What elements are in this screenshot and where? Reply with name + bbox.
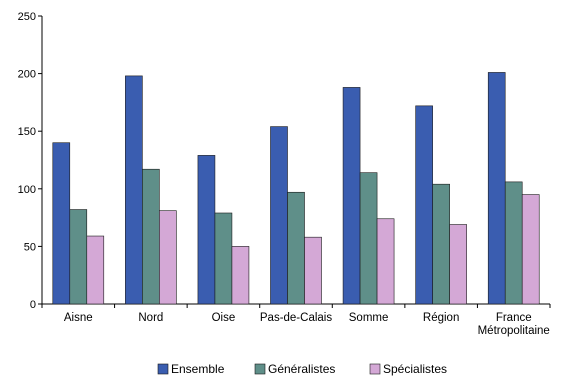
bar-ensemble-pas-de-calais xyxy=(270,126,288,305)
bar-ensemble-region xyxy=(415,105,433,305)
bar-specialistes-france-metropolitaine xyxy=(521,194,540,305)
bar-specialistes-nord xyxy=(159,210,177,305)
bars xyxy=(52,72,540,305)
bar-specialistes-somme xyxy=(376,218,395,305)
x-tick-label-oise: Oise xyxy=(212,312,236,324)
y-tick-label: 100 xyxy=(18,184,36,196)
legend-swatch-specialistes xyxy=(369,363,381,375)
legend-swatch-ensemble xyxy=(157,363,169,375)
x-tick-label-somme: Somme xyxy=(349,312,389,324)
bar-generalistes-nord xyxy=(142,168,160,305)
y-tick-label: 150 xyxy=(18,126,36,138)
x-tick-label-nord: Nord xyxy=(138,312,163,324)
x-axis: Aisne Nord Oise Pas-de-Calais Somme Région Fra… xyxy=(41,303,551,337)
y-tick-label: 250 xyxy=(18,11,36,23)
bar-ensemble-somme xyxy=(342,87,361,305)
legend-swatch-generalistes xyxy=(254,363,266,375)
bar-specialistes-pas-de-calais xyxy=(304,236,322,305)
bar-ensemble-nord xyxy=(125,75,143,305)
bar-ensemble-oise xyxy=(197,155,216,305)
legend: Ensemble Généralistes Spécialistes xyxy=(157,362,447,376)
bar-specialistes-aisne xyxy=(86,235,105,305)
y-axis: 0 50 100 150 200 250 xyxy=(18,11,43,311)
bar-generalistes-aisne xyxy=(69,209,88,305)
y-tick-label: 200 xyxy=(18,69,36,81)
bar-generalistes-somme xyxy=(359,172,378,305)
x-tick-label-aisne: Aisne xyxy=(64,312,93,324)
legend-label-specialistes: Spécialistes xyxy=(383,362,447,376)
y-tick-label: 0 xyxy=(30,299,36,311)
bar-ensemble-france-metropolitaine xyxy=(487,72,506,305)
x-tick-label-pas-de-calais: Pas-de-Calais xyxy=(260,312,332,324)
bar-generalistes-pas-de-calais xyxy=(287,191,305,305)
legend-label-ensemble: Ensemble xyxy=(171,362,225,376)
x-tick-label-region: Région xyxy=(423,312,459,324)
bar-generalistes-region xyxy=(432,183,450,305)
y-tick-label: 50 xyxy=(24,241,36,253)
bar-specialistes-region xyxy=(449,224,467,305)
bar-generalistes-oise xyxy=(214,212,233,305)
bar-generalistes-france-metropolitaine xyxy=(504,181,523,305)
bar-specialistes-oise xyxy=(231,246,250,305)
x-tick-label-france-metropolitaine: France Métropolitaine xyxy=(478,312,550,337)
legend-label-generalistes: Généralistes xyxy=(268,362,335,376)
bar-ensemble-aisne xyxy=(52,142,71,305)
